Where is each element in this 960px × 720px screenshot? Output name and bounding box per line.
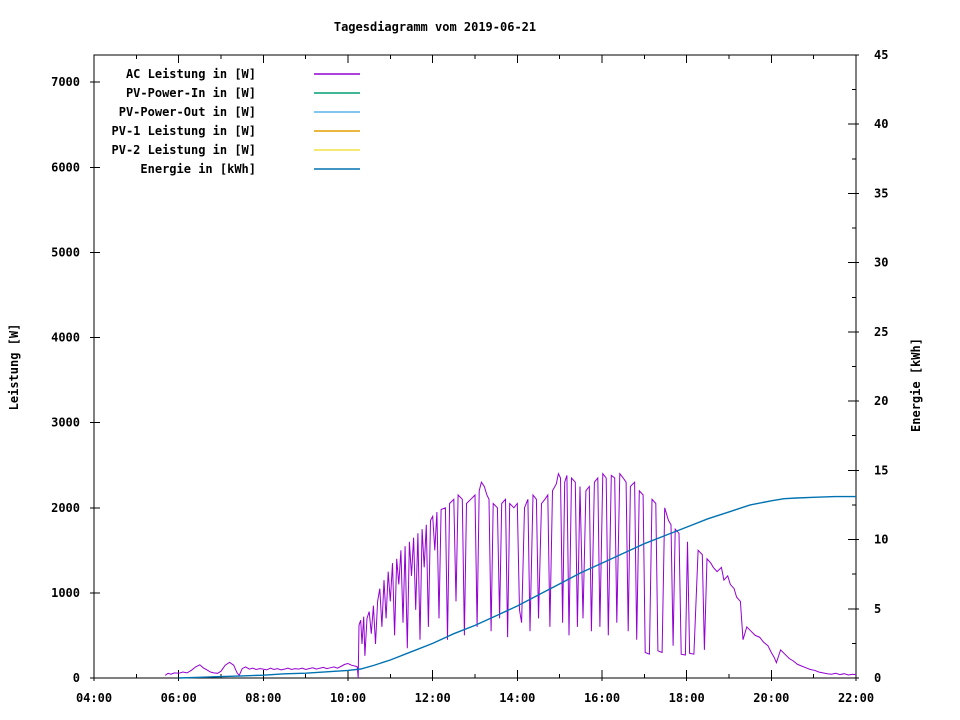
svg-text:14:00: 14:00: [499, 691, 535, 705]
legend-entry: PV-Power-In in [W]: [126, 86, 360, 100]
series-energie-in-kwh-: [178, 495, 856, 679]
svg-text:4000: 4000: [51, 331, 80, 345]
svg-text:35: 35: [874, 186, 888, 200]
svg-text:5: 5: [874, 602, 881, 616]
axis-tick-labels: 04:00 06:00 08:00 10:00 12:00 14:00 16:00 18:00…: [51, 48, 888, 705]
svg-text:10: 10: [874, 533, 888, 547]
legend-entry: PV-1 Leistung in [W]: [112, 124, 360, 138]
svg-text:PV-1 Leistung in [W]: PV-1 Leistung in [W]: [112, 124, 257, 138]
svg-text:12:00: 12:00: [415, 691, 451, 705]
svg-text:16:00: 16:00: [584, 691, 620, 705]
legend-entry: Energie in [kWh]: [140, 162, 360, 176]
svg-text:3000: 3000: [51, 416, 80, 430]
series-ac-leistung-in-w-: [164, 472, 857, 679]
svg-text:25: 25: [874, 325, 888, 339]
legend: AC Leistung in [W] PV-Power-In in [W] PV-P…: [112, 67, 360, 176]
svg-text:PV-Power-Out in [W]: PV-Power-Out in [W]: [119, 105, 256, 119]
svg-text:22:00: 22:00: [838, 691, 874, 705]
svg-text:06:00: 06:00: [161, 691, 197, 705]
svg-text:6000: 6000: [51, 160, 80, 174]
svg-text:15: 15: [874, 463, 888, 477]
svg-text:45: 45: [874, 48, 888, 62]
svg-text:0: 0: [874, 671, 881, 685]
svg-text:0: 0: [73, 671, 80, 685]
svg-text:1000: 1000: [51, 586, 80, 600]
chart-title: Tagesdiagramm vom 2019-06-21: [333, 20, 537, 34]
svg-text:18:00: 18:00: [669, 691, 705, 705]
axis-ticks: [90, 54, 859, 681]
svg-text:40: 40: [874, 117, 888, 131]
svg-text:7000: 7000: [51, 75, 80, 89]
svg-text:10:00: 10:00: [330, 691, 366, 705]
legend-entry: AC Leistung in [W]: [126, 67, 360, 81]
svg-text:08:00: 08:00: [245, 691, 281, 705]
svg-text:PV-Power-In in [W]: PV-Power-In in [W]: [126, 86, 256, 100]
svg-text:20: 20: [874, 394, 888, 408]
legend-entry: PV-2 Leistung in [W]: [112, 143, 360, 157]
svg-text:2000: 2000: [51, 501, 80, 515]
svg-text:AC Leistung in [W]: AC Leistung in [W]: [126, 67, 256, 81]
svg-text:PV-2 Leistung in [W]: PV-2 Leistung in [W]: [112, 143, 257, 157]
svg-text:04:00: 04:00: [76, 691, 112, 705]
svg-text:30: 30: [874, 256, 888, 270]
svg-text:5000: 5000: [51, 245, 80, 259]
legend-entry: PV-Power-Out in [W]: [119, 105, 360, 119]
svg-text:Energie in [kWh]: Energie in [kWh]: [140, 162, 256, 176]
svg-text:20:00: 20:00: [753, 691, 789, 705]
